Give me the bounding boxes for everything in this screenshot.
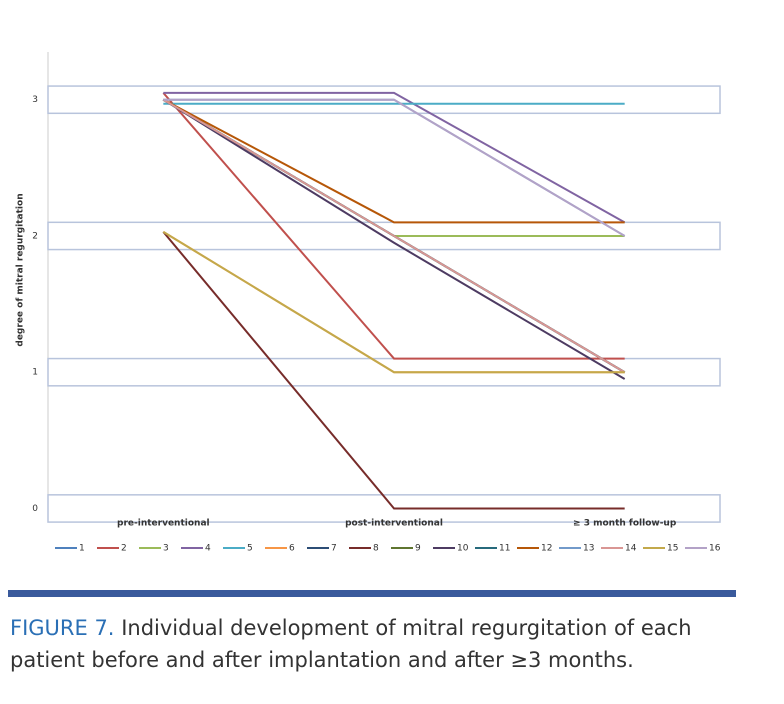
y-tick-label: 3 — [32, 95, 38, 105]
legend-label: 4 — [205, 544, 211, 554]
series-line — [162, 98, 625, 237]
caption: FIGURE 7. Individual development of mitr… — [10, 612, 750, 676]
chart: degree of mitral regurgitation 0123pre-i… — [16, 52, 721, 554]
legend-label: 9 — [415, 544, 421, 554]
series-line — [162, 98, 626, 380]
series-line — [163, 98, 626, 237]
legend-label: 13 — [583, 544, 594, 554]
y-tick-label: 0 — [32, 504, 38, 514]
legend-label: 7 — [331, 544, 337, 554]
series-line — [162, 231, 625, 374]
series-line — [162, 92, 625, 360]
legend-label: 11 — [499, 544, 510, 554]
legend-label: 16 — [709, 544, 721, 554]
legend-label: 12 — [541, 544, 552, 554]
caption-label: FIGURE 7. — [10, 616, 115, 640]
legend-label: 15 — [667, 544, 678, 554]
legend-label: 6 — [289, 544, 295, 554]
caption-text: Individual development of mitral regurgi… — [10, 616, 692, 672]
x-tick-label: post-interventional — [345, 519, 443, 529]
y-axis-label: degree of mitral regurgitation — [16, 193, 26, 346]
legend-label: 5 — [247, 544, 253, 554]
level-band — [47, 357, 721, 387]
level-band — [47, 85, 721, 115]
level-band — [47, 494, 721, 523]
x-tick-label: ≥ 3 month follow-up — [573, 519, 677, 529]
legend-label: 8 — [373, 544, 379, 554]
series-line — [162, 231, 625, 510]
x-tick-label: pre-interventional — [117, 519, 210, 529]
y-tick-label: 2 — [32, 231, 38, 241]
legend-label: 3 — [163, 544, 169, 554]
legend-label: 2 — [121, 544, 127, 554]
series-line — [162, 98, 625, 224]
legend-label: 14 — [625, 544, 637, 554]
series-line — [162, 231, 625, 374]
legend-label: 10 — [457, 544, 469, 554]
y-tick-label: 1 — [32, 368, 38, 378]
series-line — [163, 91, 626, 224]
legend-label: 1 — [79, 544, 85, 554]
divider — [8, 590, 736, 597]
series-line — [162, 98, 626, 374]
level-band — [47, 221, 721, 251]
series-line — [163, 98, 626, 237]
